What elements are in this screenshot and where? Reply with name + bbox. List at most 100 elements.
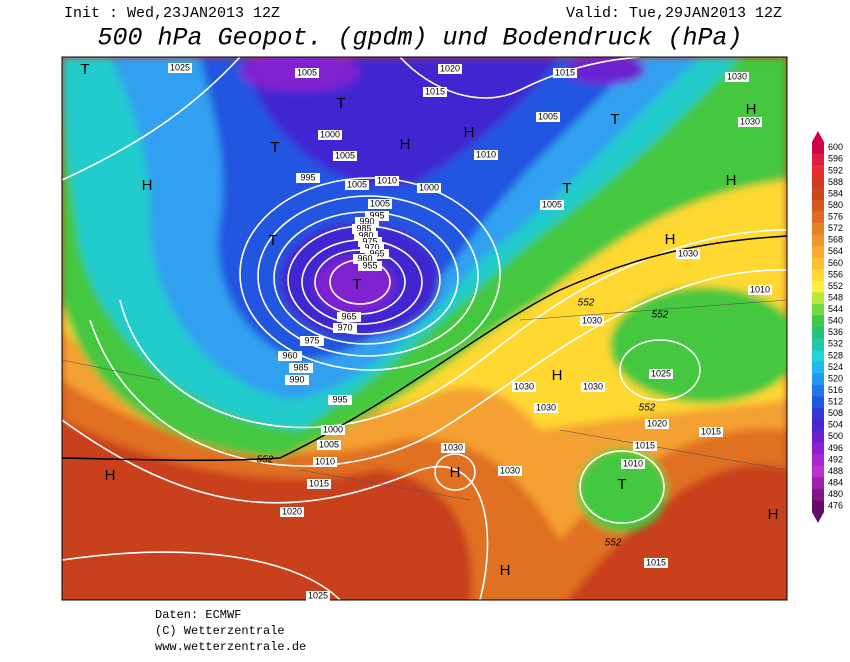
pressure-system: H — [768, 506, 779, 523]
isobar-label: 980 — [358, 230, 373, 240]
isobar-label: 1030 — [582, 315, 602, 325]
colorbar-label: 492 — [828, 454, 843, 464]
isobar-label: 1010 — [476, 149, 496, 159]
isobar-label: 960 — [357, 253, 372, 263]
isobar-label-box — [645, 419, 669, 429]
isobar-label: 1005 — [319, 439, 339, 449]
colorbar-swatch — [812, 396, 824, 409]
colorbar-swatch — [812, 280, 824, 293]
isobar-label-box — [676, 249, 700, 259]
colorbar-swatch — [812, 488, 824, 501]
colorbar-label: 540 — [828, 316, 843, 326]
isobar-label-box — [423, 87, 447, 97]
isobar-label-box — [748, 285, 772, 295]
isobar-label-box — [534, 403, 558, 413]
isobar-label: 995 — [300, 172, 315, 182]
colorbar-label: 544 — [828, 304, 843, 314]
isobar-label-box — [307, 479, 331, 489]
colorbar-label: 504 — [828, 420, 843, 430]
isobar-label-box — [581, 382, 605, 392]
colorbar-swatch — [812, 153, 824, 166]
contour-label: 552 — [578, 298, 595, 309]
map-title: 500 hPa Geopot. (gpdm) und Bodendruck (h… — [97, 24, 742, 53]
isobar-label: 1005 — [542, 199, 562, 209]
isobar-label-box — [295, 68, 319, 78]
colorbar-label: 500 — [828, 431, 843, 441]
isobar-label: 1030 — [514, 381, 534, 391]
colorbar-label: 520 — [828, 373, 843, 383]
colorbar-label: 564 — [828, 246, 843, 256]
colorbar-swatch — [812, 188, 824, 201]
isobar-label-box — [358, 261, 382, 271]
isobar-label: 1015 — [646, 557, 666, 567]
colorbar: 6005965925885845805765725685645605565525… — [812, 131, 843, 523]
isobar-label: 1015 — [425, 86, 445, 96]
isobar-label-box — [296, 173, 320, 183]
colorbar-label: 488 — [828, 466, 843, 476]
colorbar-swatch — [812, 373, 824, 386]
colorbar-label: 532 — [828, 339, 843, 349]
isobar-label: 1005 — [370, 198, 390, 208]
colorbar-label: 568 — [828, 235, 843, 245]
isobar-label: 955 — [362, 260, 377, 270]
colorbar-swatch — [812, 442, 824, 455]
colorbar-label: 524 — [828, 362, 843, 372]
isobar-label-box — [438, 64, 462, 74]
colorbar-label: 596 — [828, 154, 843, 164]
isobar-label: 1005 — [335, 150, 355, 160]
isobar-label: 975 — [362, 236, 377, 246]
pressure-system: T — [617, 476, 626, 493]
colorbar-swatch — [812, 361, 824, 374]
colorbar-label: 480 — [828, 489, 843, 499]
pressure-system: H — [400, 136, 411, 153]
isobar-label-box — [441, 443, 465, 453]
isobar-label-box — [306, 591, 330, 601]
isobar-label-box — [333, 151, 357, 161]
colorbar-swatch — [812, 176, 824, 189]
colorbar-label: 588 — [828, 177, 843, 187]
isobar-label: 970 — [337, 322, 352, 332]
isobar-label-box — [345, 180, 369, 190]
pressure-system: T — [562, 180, 571, 197]
isobar-label: 985 — [293, 362, 308, 372]
colorbar-swatch — [812, 315, 824, 328]
map-frame — [61, 56, 788, 601]
isobar-label-box — [368, 199, 392, 209]
isobar-label-box — [699, 427, 723, 437]
pressure-system: T — [610, 111, 619, 128]
isobar-label: 1030 — [727, 71, 747, 81]
contour-label: 552 — [639, 403, 656, 414]
isobar-label-box — [337, 312, 361, 322]
colorbar-label: 552 — [828, 281, 843, 291]
colorbar-label: 528 — [828, 350, 843, 360]
isobar-label: 1010 — [377, 175, 397, 185]
isobar-label-box — [321, 425, 345, 435]
colorbar-label: 496 — [828, 443, 843, 453]
isobar-label: 1030 — [740, 116, 760, 126]
pressure-system: H — [726, 172, 737, 189]
isobar-label: 1025 — [308, 590, 328, 600]
isobar-label-box — [365, 211, 389, 221]
colorbar-swatch — [812, 407, 824, 420]
isobar-label-box — [474, 150, 498, 160]
valid-time: Valid: Tue,29JAN2013 12Z — [566, 5, 782, 22]
isobar-label-box — [317, 440, 341, 450]
colorbar-label: 600 — [828, 142, 843, 152]
colorbar-label: 516 — [828, 385, 843, 395]
pressure-system: H — [105, 467, 116, 484]
pressure-system: T — [352, 276, 361, 293]
colorbar-label: 512 — [828, 397, 843, 407]
isobar-label: 1015 — [555, 67, 575, 77]
isobar-label: 1020 — [440, 63, 460, 73]
isobar-label-box — [313, 457, 337, 467]
colorbar-label: 576 — [828, 212, 843, 222]
borders — [62, 299, 787, 501]
colorbar-swatch — [812, 165, 824, 178]
colorbar-swatch — [812, 142, 824, 155]
isobar-label: 1030 — [443, 442, 463, 452]
isobar-label-box — [417, 183, 441, 193]
isobar-label-box — [289, 363, 313, 373]
colorbar-label: 536 — [828, 327, 843, 337]
isobar-label-box — [352, 224, 376, 234]
